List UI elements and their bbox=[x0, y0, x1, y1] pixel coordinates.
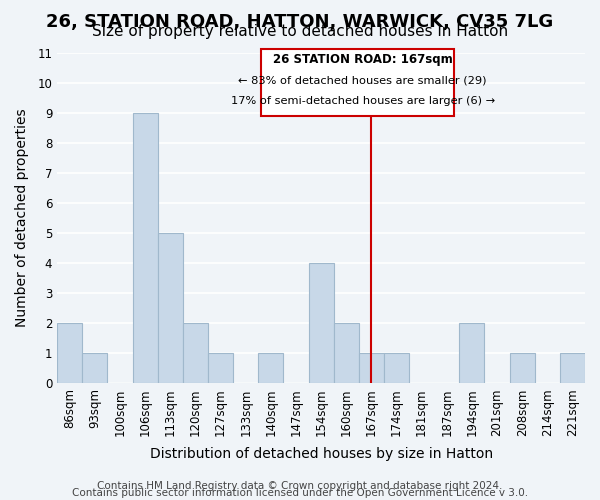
Text: 26, STATION ROAD, HATTON, WARWICK, CV35 7LG: 26, STATION ROAD, HATTON, WARWICK, CV35 … bbox=[46, 12, 554, 30]
Text: Contains HM Land Registry data © Crown copyright and database right 2024.: Contains HM Land Registry data © Crown c… bbox=[97, 481, 503, 491]
Text: 26 STATION ROAD: 167sqm: 26 STATION ROAD: 167sqm bbox=[272, 53, 452, 66]
Bar bbox=[208, 354, 233, 384]
Bar bbox=[308, 263, 334, 384]
Text: ← 83% of detached houses are smaller (29): ← 83% of detached houses are smaller (29… bbox=[238, 75, 487, 85]
Bar bbox=[334, 323, 359, 384]
Text: Size of property relative to detached houses in Hatton: Size of property relative to detached ho… bbox=[92, 24, 508, 39]
Bar bbox=[560, 354, 585, 384]
X-axis label: Distribution of detached houses by size in Hatton: Distribution of detached houses by size … bbox=[149, 447, 493, 461]
Bar bbox=[82, 354, 107, 384]
Bar bbox=[460, 323, 484, 384]
Bar bbox=[158, 233, 183, 384]
Bar bbox=[384, 354, 409, 384]
Bar bbox=[509, 354, 535, 384]
FancyBboxPatch shape bbox=[261, 50, 454, 116]
Text: 17% of semi-detached houses are larger (6) →: 17% of semi-detached houses are larger (… bbox=[230, 96, 494, 106]
Bar bbox=[359, 354, 384, 384]
Bar bbox=[183, 323, 208, 384]
Y-axis label: Number of detached properties: Number of detached properties bbox=[15, 108, 29, 328]
Text: Contains public sector information licensed under the Open Government Licence v : Contains public sector information licen… bbox=[72, 488, 528, 498]
Bar bbox=[133, 112, 158, 384]
Bar bbox=[57, 323, 82, 384]
Bar bbox=[258, 354, 283, 384]
